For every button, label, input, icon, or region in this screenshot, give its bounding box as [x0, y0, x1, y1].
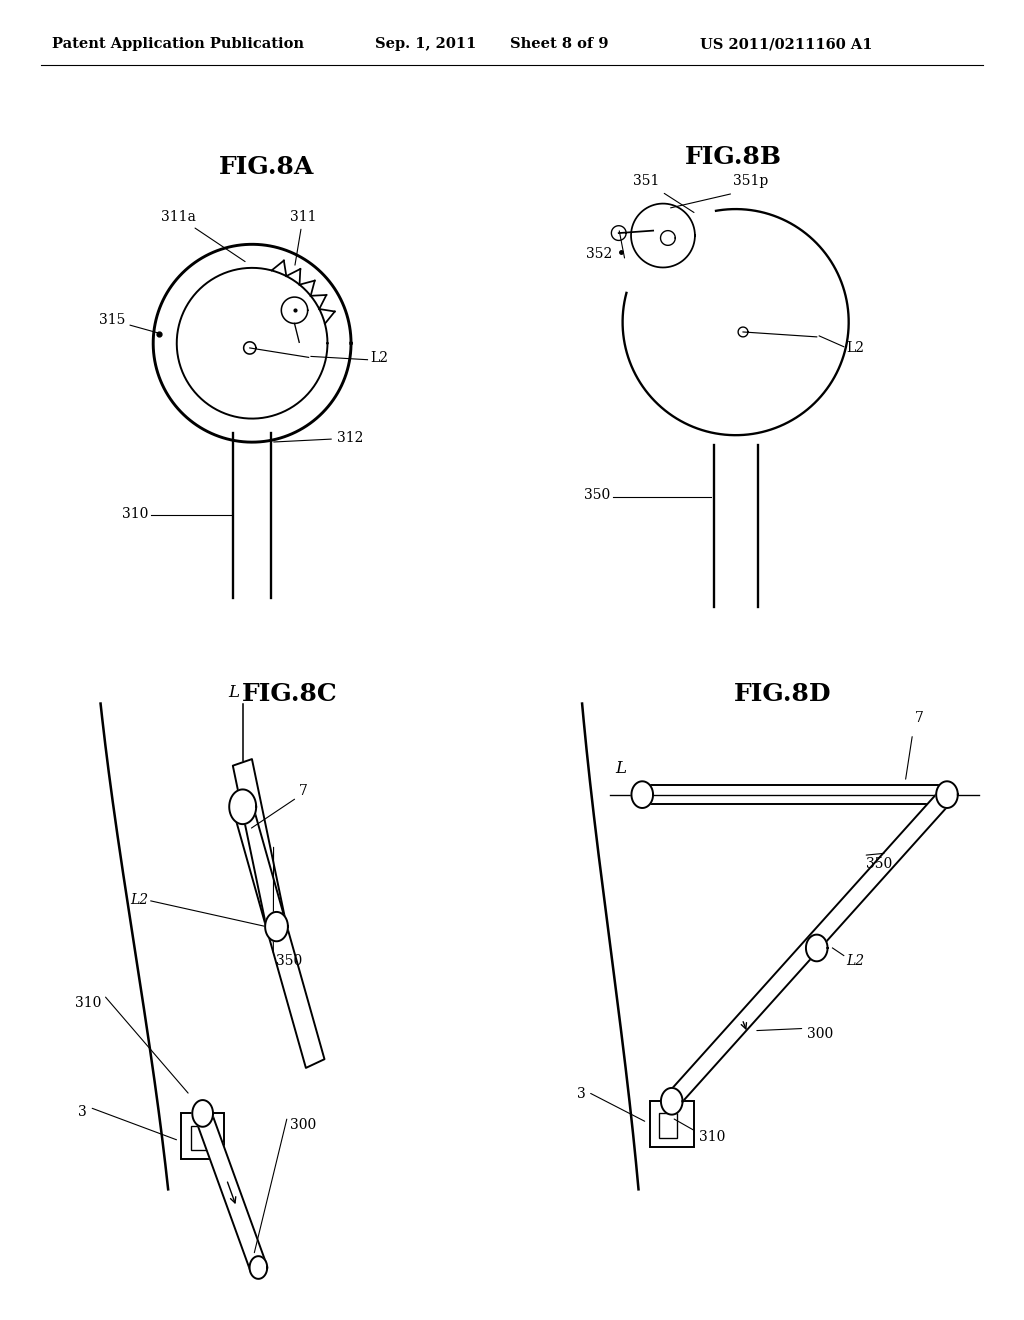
Circle shape: [936, 781, 957, 808]
Circle shape: [250, 1257, 267, 1279]
Text: L2: L2: [130, 892, 148, 907]
Text: FIG.8B: FIG.8B: [685, 145, 781, 169]
Text: L2: L2: [846, 341, 864, 355]
Text: Patent Application Publication: Patent Application Publication: [52, 37, 304, 51]
Text: L2: L2: [846, 953, 864, 968]
Text: L: L: [615, 760, 627, 777]
Text: FIG.8C: FIG.8C: [242, 682, 338, 706]
Text: 7: 7: [915, 710, 924, 725]
Circle shape: [806, 935, 827, 961]
Circle shape: [660, 1088, 683, 1114]
Text: FIG.8A: FIG.8A: [218, 154, 314, 178]
Text: 310: 310: [75, 997, 101, 1010]
Text: 300: 300: [290, 1118, 316, 1131]
Polygon shape: [233, 803, 325, 1068]
Bar: [181, 1114, 224, 1159]
Text: 350: 350: [866, 857, 892, 870]
Bar: [190, 1126, 207, 1150]
Text: 311: 311: [290, 210, 316, 265]
Text: 300: 300: [807, 1027, 834, 1040]
Bar: [635, 785, 954, 804]
Text: 351p: 351p: [733, 173, 768, 187]
Circle shape: [229, 789, 256, 824]
Polygon shape: [195, 1109, 266, 1272]
Text: 350: 350: [584, 488, 610, 502]
Text: FIG.8D: FIG.8D: [733, 682, 831, 706]
Text: 351: 351: [633, 173, 659, 187]
Text: 310: 310: [698, 1130, 725, 1143]
Text: L2: L2: [370, 351, 388, 366]
Bar: [649, 1101, 694, 1147]
Circle shape: [265, 912, 288, 941]
Polygon shape: [232, 759, 286, 929]
Text: US 2011/0211160 A1: US 2011/0211160 A1: [700, 37, 872, 51]
Text: 352: 352: [586, 247, 612, 261]
Text: 7: 7: [299, 784, 308, 797]
Text: 315: 315: [98, 313, 125, 327]
Circle shape: [193, 1100, 213, 1127]
Text: 350: 350: [275, 953, 302, 968]
Text: 311a: 311a: [161, 210, 245, 261]
Text: 310: 310: [122, 507, 148, 520]
Polygon shape: [667, 788, 952, 1107]
Text: 3: 3: [79, 1105, 87, 1119]
Text: Sheet 8 of 9: Sheet 8 of 9: [510, 37, 608, 51]
Bar: [659, 1114, 677, 1138]
Text: 312: 312: [273, 432, 364, 445]
Text: L: L: [227, 685, 239, 701]
Circle shape: [632, 781, 653, 808]
Text: Sep. 1, 2011: Sep. 1, 2011: [375, 37, 476, 51]
Text: 3: 3: [577, 1088, 586, 1101]
